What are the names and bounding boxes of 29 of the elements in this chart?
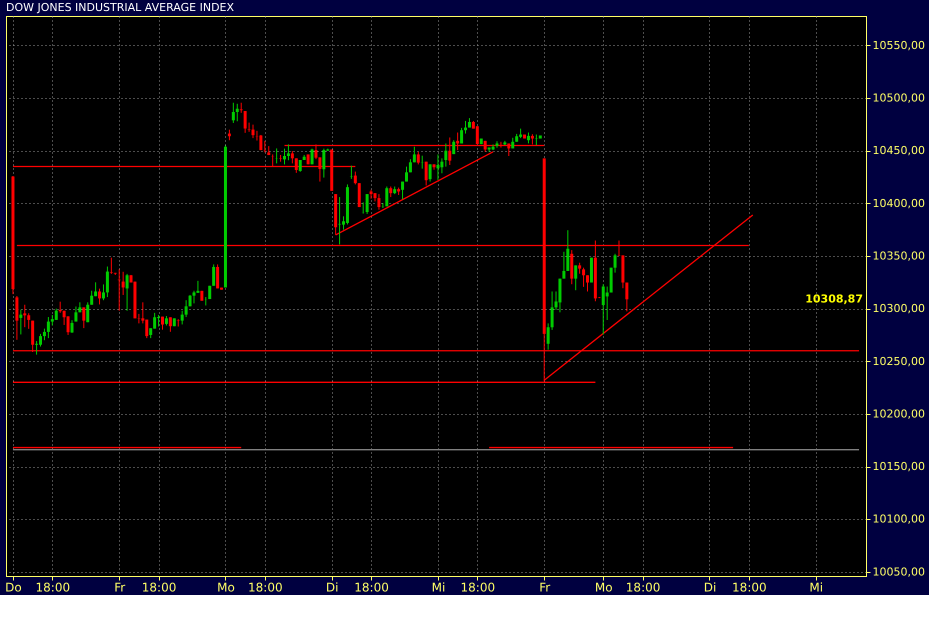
y-tick-label: 10100,00 [872,512,925,526]
y-tick-label: 10300,00 [872,302,925,316]
x-tick-label: Mo [594,580,613,594]
x-tick-label: Mi [432,580,446,594]
x-tick-label: Fr [114,580,126,594]
x-tick-label: Mi [809,580,824,594]
x-tick-label: 18:00 [36,580,70,594]
chart-title: DOW JONES INDUSTRIAL AVERAGE INDEX [6,1,234,14]
x-tick-label: 18:00 [354,580,389,594]
y-tick-label: 10200,00 [872,407,925,420]
y-tick-label: 10150,00 [872,460,925,474]
y-tick-label: 10350,00 [872,250,925,262]
x-tick-label: 18:00 [732,580,767,594]
x-tick-label: 18:00 [460,580,496,594]
x-tick-label: 18:00 [248,580,283,594]
y-tick-label: 10500,00 [872,92,925,105]
x-tick-label: Mo [217,580,235,594]
y-tick-label: 10450,00 [872,144,925,158]
y-tick-label: 10400,00 [872,196,925,210]
y-tick-label: 10250,00 [872,354,925,368]
annotation: 10308,87 [805,292,863,306]
x-tick-label: Fr [539,580,550,594]
x-tick-label: Do [5,580,22,594]
y-tick-label: 10050,00 [872,565,925,578]
x-tick-label: 18:00 [142,580,176,594]
x-tick-label: Di [326,580,339,594]
x-tick-label: 18:00 [626,580,660,594]
y-tick-label: 10550,00 [872,38,925,52]
x-tick-label: Di [704,580,716,594]
